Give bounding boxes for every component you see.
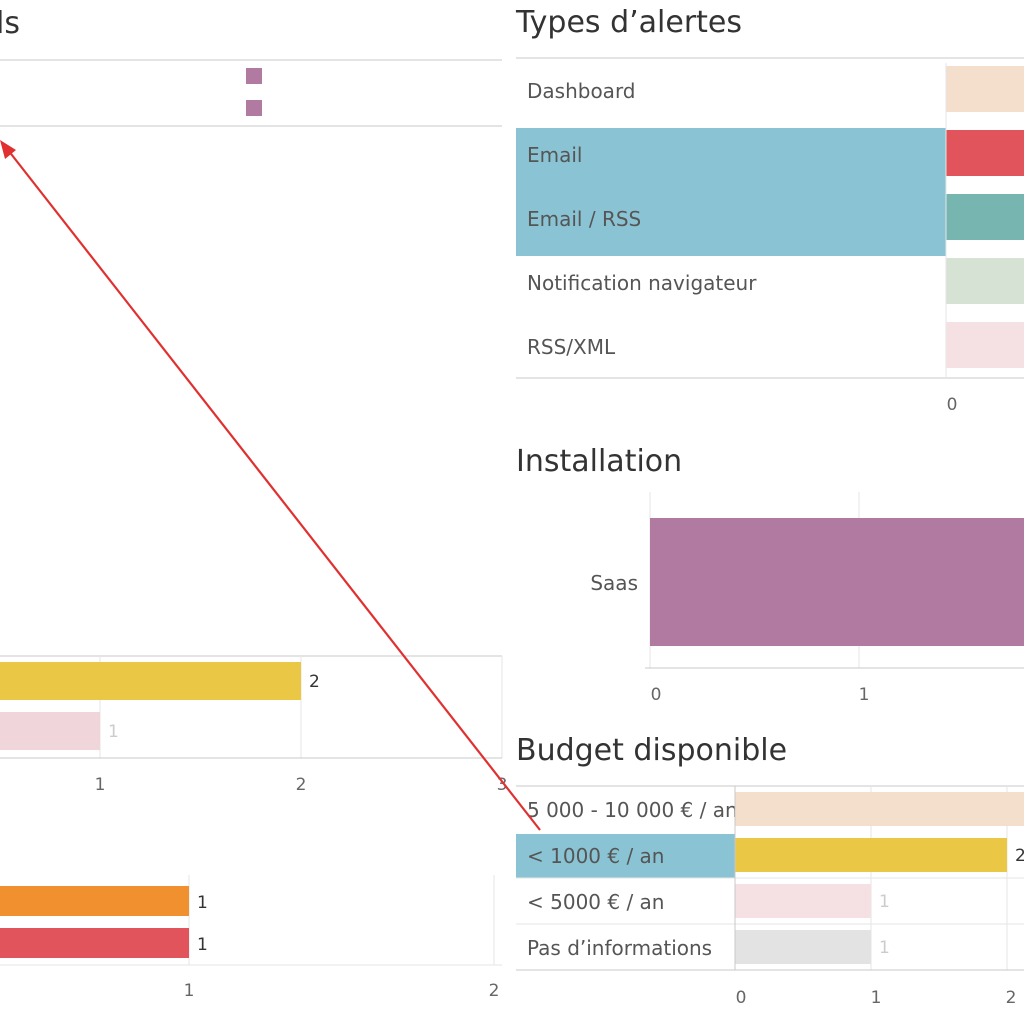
installation-chart: Installation Saas 0 1 — [516, 444, 1024, 705]
x-tick-0: 0 — [947, 395, 958, 415]
legend-mark-1[interactable] — [246, 68, 262, 84]
x-tick-0: 1 — [95, 775, 106, 795]
x-tick-1: 1 — [859, 685, 870, 705]
types-alertes-chart: Types d’alertes Dashboard Email Email / RS… — [515, 5, 1024, 415]
budget-disponible-title: Budget disponible — [516, 733, 787, 768]
selection-highlight — [516, 834, 735, 878]
legend-mark-2[interactable] — [246, 100, 262, 116]
x-tick-0: 0 — [736, 988, 747, 1008]
category-label-1[interactable]: < 1000 € / an — [527, 844, 664, 868]
bar-2[interactable] — [735, 884, 871, 918]
category-label-2[interactable]: Email / RSS — [527, 207, 641, 231]
data-label-0: 1 — [197, 893, 208, 913]
annotation-arrow — [0, 140, 541, 831]
category-label-3[interactable]: Notification navigateur — [527, 271, 757, 295]
left-panel-title-fragment: ls — [0, 6, 20, 41]
x-tick-1: 2 — [296, 775, 307, 795]
budget-disponible-chart: Budget disponible 5 000 - 10 000 € / an <… — [516, 733, 1024, 1008]
data-label-0: 2 — [309, 672, 320, 692]
left-middle-chart: 2 1 1 2 3 — [0, 655, 508, 795]
data-label-1: 2 — [1015, 846, 1024, 866]
x-tick-0: 1 — [184, 981, 195, 1001]
category-label-saas[interactable]: Saas — [590, 571, 638, 595]
arrow-head — [0, 140, 16, 159]
x-tick-1: 1 — [871, 988, 882, 1008]
left-top-panel: ls — [0, 6, 502, 127]
bar-1[interactable] — [946, 130, 1024, 176]
category-label-2[interactable]: < 5000 € / an — [527, 890, 664, 914]
category-label-0[interactable]: Dashboard — [527, 79, 636, 103]
x-tick-2: 2 — [1006, 988, 1017, 1008]
x-tick-1: 2 — [489, 981, 500, 1001]
bar-1[interactable] — [735, 838, 1007, 872]
bar-saas[interactable] — [650, 518, 1024, 646]
bar-0[interactable] — [735, 792, 1024, 826]
selection-highlight — [516, 128, 946, 192]
data-label-3: 1 — [879, 938, 890, 958]
category-label-0[interactable]: 5 000 - 10 000 € / an — [527, 798, 738, 822]
bar-3[interactable] — [946, 258, 1024, 304]
left-bottom-chart: 1 1 1 2 — [0, 875, 502, 1001]
category-label-4[interactable]: RSS/XML — [527, 335, 616, 359]
types-alertes-title: Types d’alertes — [515, 5, 742, 40]
installation-title: Installation — [516, 444, 682, 479]
bar-3[interactable] — [735, 930, 871, 964]
category-label-1[interactable]: Email — [527, 143, 583, 167]
bar-0[interactable] — [0, 662, 301, 700]
bar-4[interactable] — [946, 322, 1024, 368]
data-label-2: 1 — [879, 892, 890, 912]
bar-1[interactable] — [0, 928, 189, 958]
x-tick-0: 0 — [651, 685, 662, 705]
arrow-line — [7, 149, 541, 831]
bar-1[interactable] — [0, 712, 100, 750]
bar-0[interactable] — [0, 886, 189, 916]
data-label-1: 1 — [108, 722, 119, 742]
bar-0[interactable] — [946, 66, 1024, 112]
selection-highlight — [516, 192, 946, 256]
category-label-3[interactable]: Pas d’informations — [527, 936, 712, 960]
x-tick-2: 3 — [497, 775, 508, 795]
bar-2[interactable] — [946, 194, 1024, 240]
data-label-1: 1 — [197, 935, 208, 955]
